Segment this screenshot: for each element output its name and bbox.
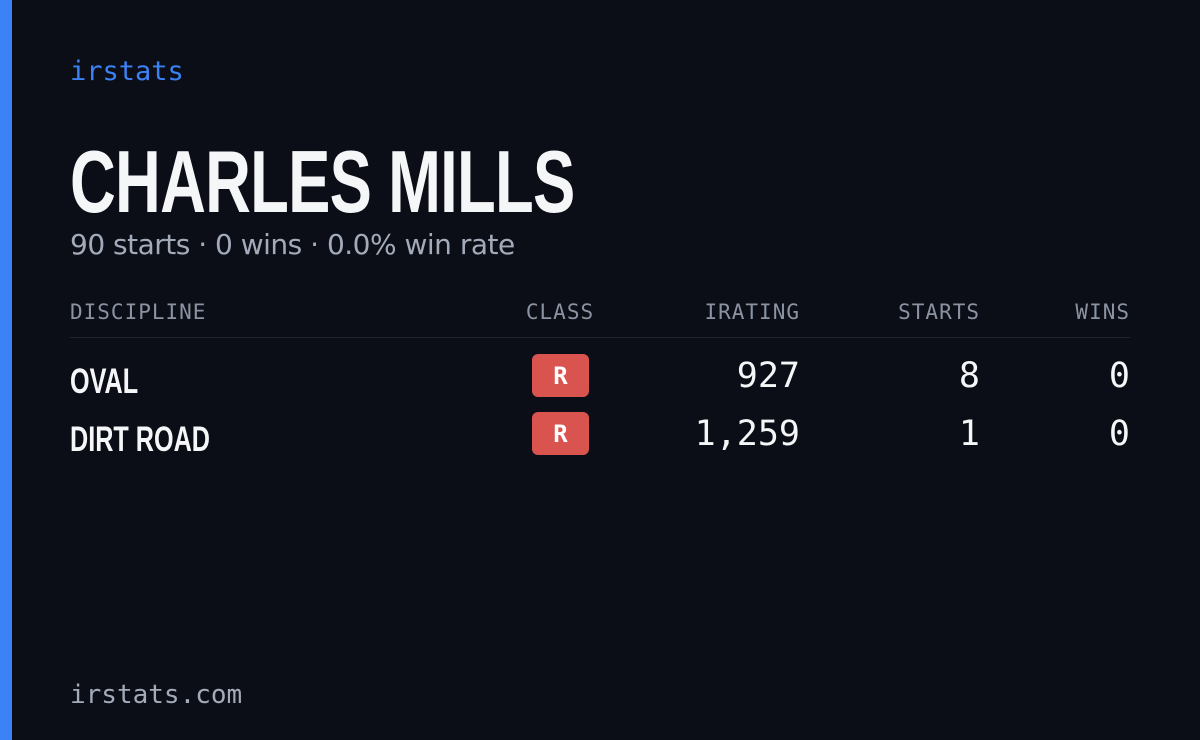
brand: irstats (70, 56, 184, 87)
stat-value: 1,259 (694, 414, 800, 454)
column-header: WINS (1075, 300, 1130, 324)
footer: irstats.com (70, 680, 243, 710)
class-badge: R (532, 354, 589, 397)
driver-summary: 90 starts · 0 wins · 0.0% win rate (70, 228, 515, 261)
discipline: OVAL (70, 362, 139, 401)
discipline: DIRT ROAD (70, 420, 210, 459)
stat-value: 0 (1108, 414, 1130, 454)
accent-bar (0, 0, 12, 740)
column-header: DISCIPLINE (70, 300, 207, 324)
class-badge: R (532, 412, 589, 455)
column-header: CLASS (525, 300, 595, 324)
header-rule (70, 337, 1130, 338)
driver-name: CHARLES MILLS (70, 132, 575, 231)
stat-value: 8 (958, 356, 980, 396)
stat-value: 927 (736, 356, 800, 396)
stat-value: 0 (1108, 356, 1130, 396)
stat-value: 1 (958, 414, 980, 454)
column-header: STARTS (898, 300, 980, 324)
column-header: IRATING (704, 300, 800, 324)
